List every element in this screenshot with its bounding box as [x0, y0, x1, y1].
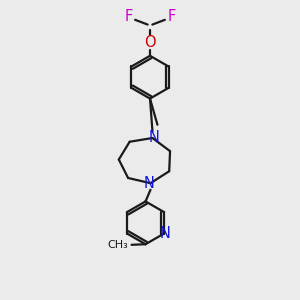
Text: N: N [144, 176, 154, 191]
Text: F: F [167, 9, 175, 24]
Text: CH₃: CH₃ [107, 240, 128, 250]
Text: F: F [124, 9, 133, 24]
Text: O: O [144, 35, 156, 50]
Text: N: N [160, 226, 171, 241]
Text: N: N [148, 130, 159, 145]
